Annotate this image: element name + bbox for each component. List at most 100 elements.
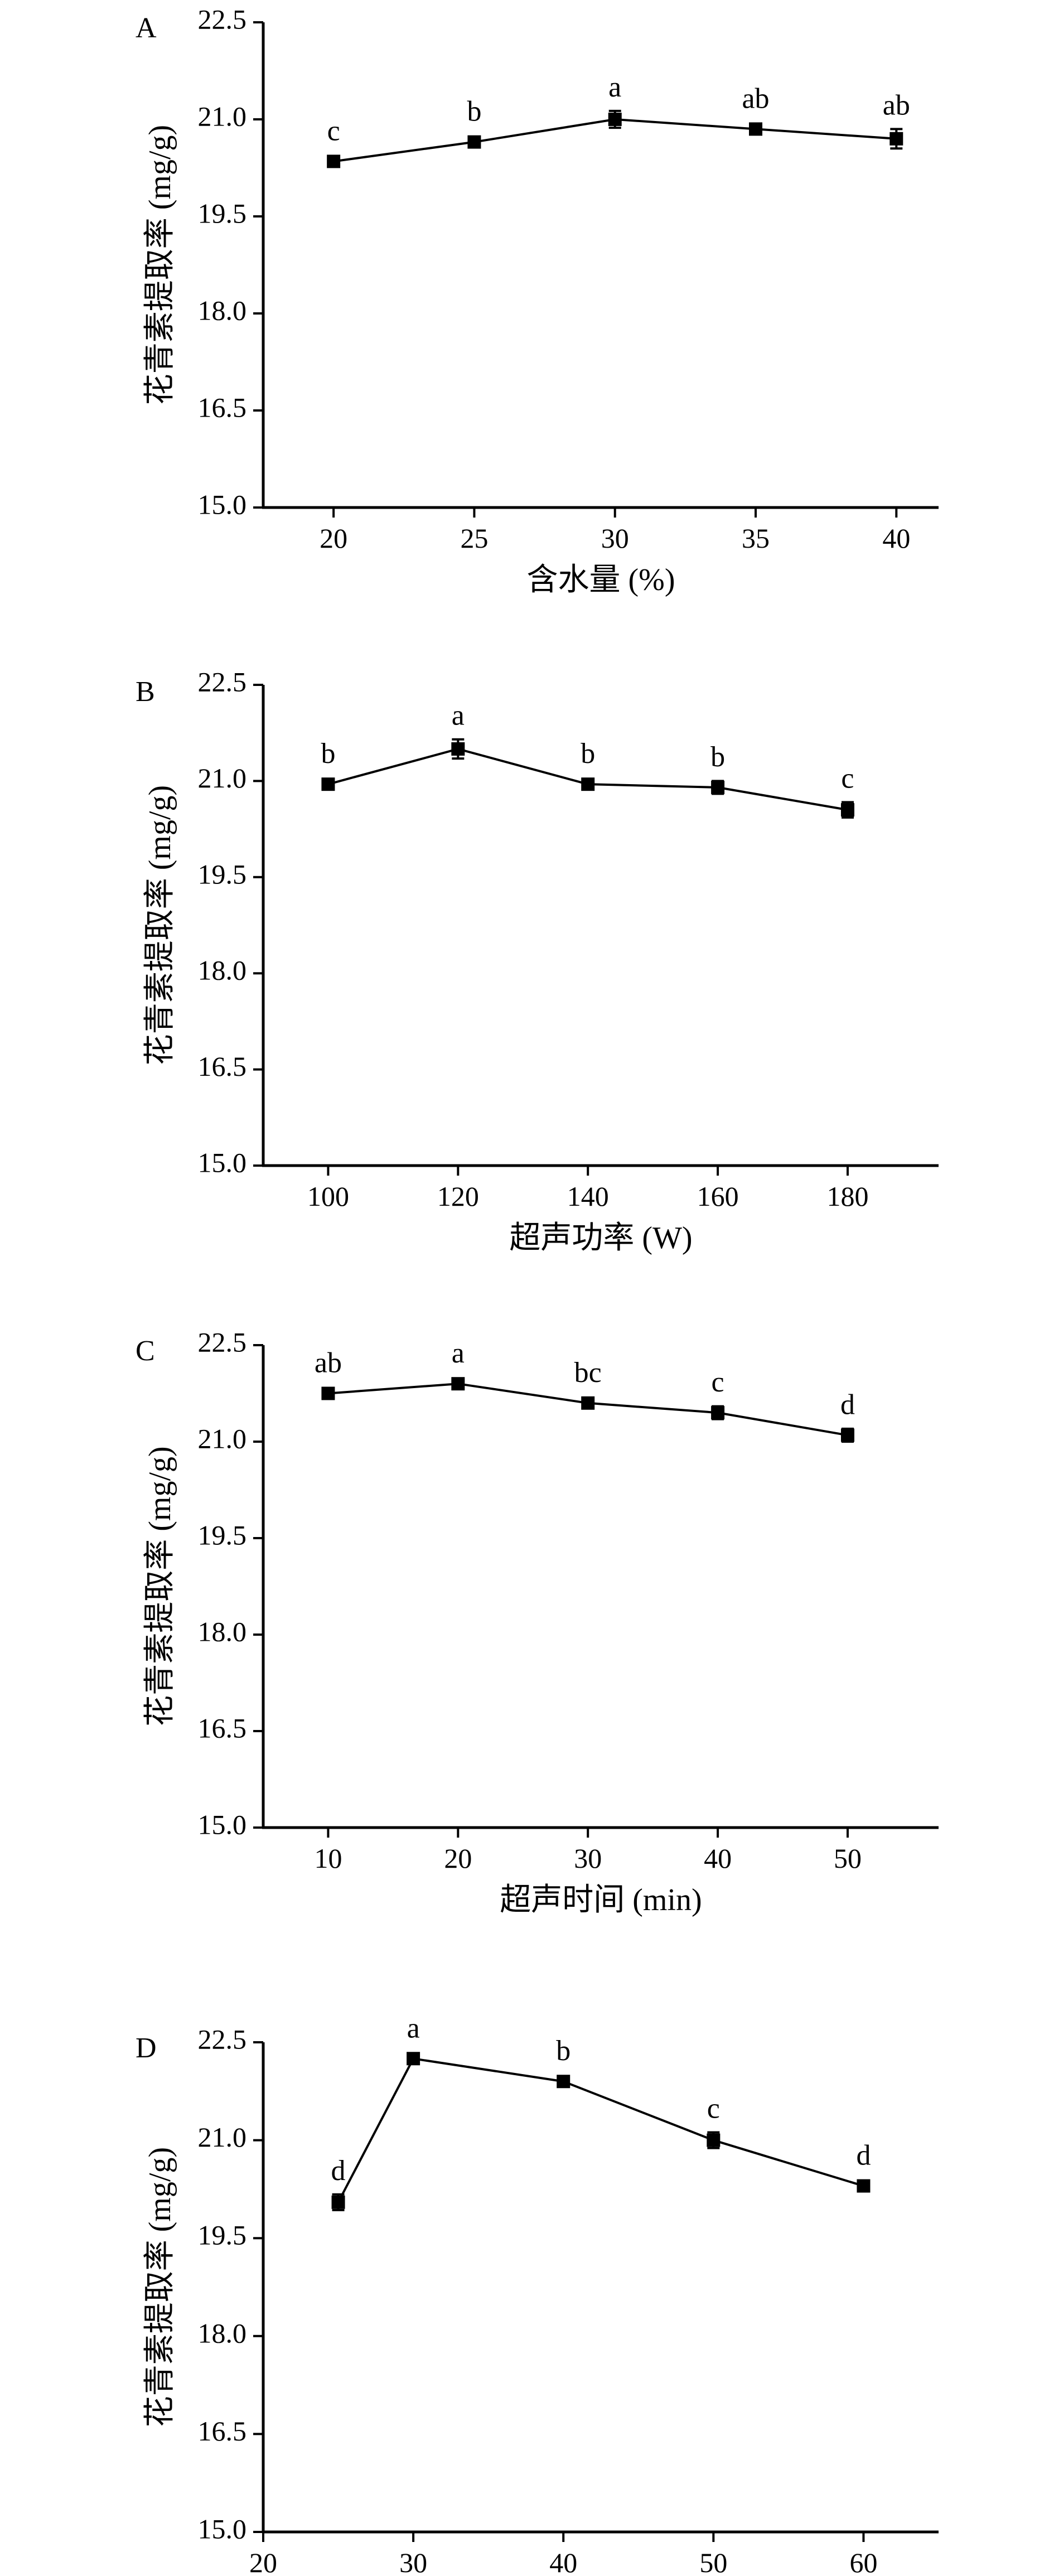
y-tick-label: 22.5: [198, 2023, 247, 2055]
x-tick-label: 140: [567, 1181, 609, 1212]
panel-label: C: [136, 1335, 155, 1367]
data-point: [581, 1396, 595, 1410]
significance-letter: c: [707, 2093, 720, 2125]
x-axis-title: 超声功率 (W): [509, 1221, 692, 1255]
significance-letter: a: [452, 1337, 465, 1369]
data-point: [840, 1428, 854, 1442]
y-tick-label: 18.0: [198, 1616, 247, 1647]
y-tick-label: 19.5: [198, 1519, 247, 1550]
significance-letter: a: [452, 700, 465, 732]
x-tick-label: 30: [574, 1843, 602, 1874]
chart-panel-b: B 15.0 16.5 18.0 19.5 21.0 22.5 100 120 140 160 180…: [136, 666, 939, 1255]
y-tick-label: 16.5: [198, 2415, 247, 2447]
x-tick-label: 35: [742, 523, 770, 554]
y-tick-label: 16.5: [198, 1712, 247, 1743]
significance-letter: a: [608, 71, 621, 103]
data-point: [451, 1377, 465, 1391]
y-tick-label: 16.5: [198, 1051, 247, 1082]
significance-letter: b: [581, 738, 595, 770]
significance-letter: ab: [315, 1347, 342, 1379]
y-tick-label: 22.5: [198, 666, 247, 697]
x-tick-label: 20: [320, 523, 347, 554]
significance-letter: a: [407, 2012, 420, 2044]
x-tick-label: 120: [437, 1181, 479, 1212]
data-point: [581, 777, 595, 791]
panel-label: A: [136, 12, 157, 44]
data-point: [711, 1406, 725, 1420]
y-axis-title: 花青素提取率 (mg/g): [143, 2147, 177, 2427]
x-tick-label: 160: [697, 1181, 739, 1212]
chart-panel-c: C 15.0 16.5 18.0 19.5 21.0 22.5 10 20 30 40 50 超声时间 …: [136, 1326, 939, 1917]
y-axis-title: 花青素提取率 (mg/g): [143, 1446, 177, 1726]
data-point: [407, 2052, 420, 2066]
significance-letter: c: [841, 762, 854, 794]
significance-letter: b: [321, 738, 335, 770]
x-tick-label: 10: [314, 1843, 342, 1874]
y-tick-label: 19.5: [198, 197, 247, 229]
x-tick-label: 50: [834, 1843, 862, 1874]
y-tick-label: 22.5: [198, 1326, 247, 1357]
x-tick-label: 40: [704, 1843, 732, 1874]
data-point: [889, 132, 903, 146]
significance-letter: b: [710, 741, 725, 773]
data-point: [331, 2195, 345, 2209]
y-tick-label: 21.0: [198, 2121, 247, 2153]
y-tick-label: 18.0: [198, 2317, 247, 2348]
x-axis-title: 含水量 (%): [527, 563, 675, 597]
data-point: [857, 2179, 871, 2193]
data-point: [451, 742, 465, 756]
significance-letter: ab: [742, 83, 769, 114]
chart-panel-d: D15.016.518.019.521.022.52030405060初始超声温…: [136, 2012, 939, 2576]
data-point: [557, 2075, 570, 2089]
panel-label: D: [136, 2032, 157, 2064]
x-tick-label: 25: [460, 523, 488, 554]
y-tick-label: 18.0: [198, 955, 247, 986]
significance-letter: d: [856, 2140, 871, 2172]
x-tick-label: 60: [849, 2547, 877, 2576]
x-tick-label: 100: [307, 1181, 349, 1212]
significance-letter: b: [467, 96, 481, 128]
x-tick-label: 40: [549, 2547, 577, 2576]
significance-letter: bc: [574, 1357, 602, 1389]
chart-panel-a: A 15.0 16.5 18.0 19.5 21.0 22.5 20 25 30 35 40 含水量 (…: [136, 3, 939, 597]
series-line: [337, 2057, 864, 2203]
x-tick-label: 40: [882, 523, 910, 554]
significance-letter: ab: [883, 89, 910, 121]
data-point: [749, 122, 763, 136]
y-tick-label: 15.0: [198, 1809, 247, 1840]
significance-letter: c: [327, 115, 340, 147]
significance-letter: b: [556, 2035, 570, 2067]
y-tick-label: 22.5: [198, 3, 247, 35]
y-tick-label: 15.0: [198, 489, 247, 520]
x-tick-label: 180: [826, 1181, 868, 1212]
significance-letter: d: [331, 2155, 346, 2187]
y-axis-title: 花青素提取率 (mg/g): [143, 785, 177, 1065]
data-point: [321, 1386, 335, 1400]
data-point: [840, 803, 854, 817]
y-tick-label: 21.0: [198, 100, 247, 132]
x-tick-label: 20: [444, 1843, 472, 1874]
y-tick-label: 16.5: [198, 392, 247, 423]
data-point: [321, 777, 335, 791]
panel-label: B: [136, 676, 155, 708]
data-point: [707, 2133, 721, 2147]
significance-letter: d: [840, 1389, 855, 1420]
data-point: [467, 135, 481, 149]
y-tick-label: 19.5: [198, 858, 247, 890]
data-point: [327, 154, 341, 168]
y-tick-label: 21.0: [198, 1423, 247, 1454]
x-tick-label: 30: [601, 523, 629, 554]
data-point: [711, 780, 725, 794]
y-tick-label: 19.5: [198, 2220, 247, 2251]
x-axis-title: 超声时间 (min): [500, 1883, 702, 1917]
x-tick-label: 30: [399, 2547, 427, 2576]
y-tick-label: 15.0: [198, 1147, 247, 1178]
x-tick-label: 20: [249, 2547, 277, 2576]
x-tick-label: 50: [699, 2547, 727, 2576]
y-tick-label: 18.0: [198, 294, 247, 326]
y-tick-label: 21.0: [198, 762, 247, 794]
y-axis-title: 花青素提取率 (mg/g): [143, 125, 177, 405]
significance-letter: c: [712, 1366, 724, 1398]
y-tick-label: 15.0: [198, 2513, 247, 2544]
